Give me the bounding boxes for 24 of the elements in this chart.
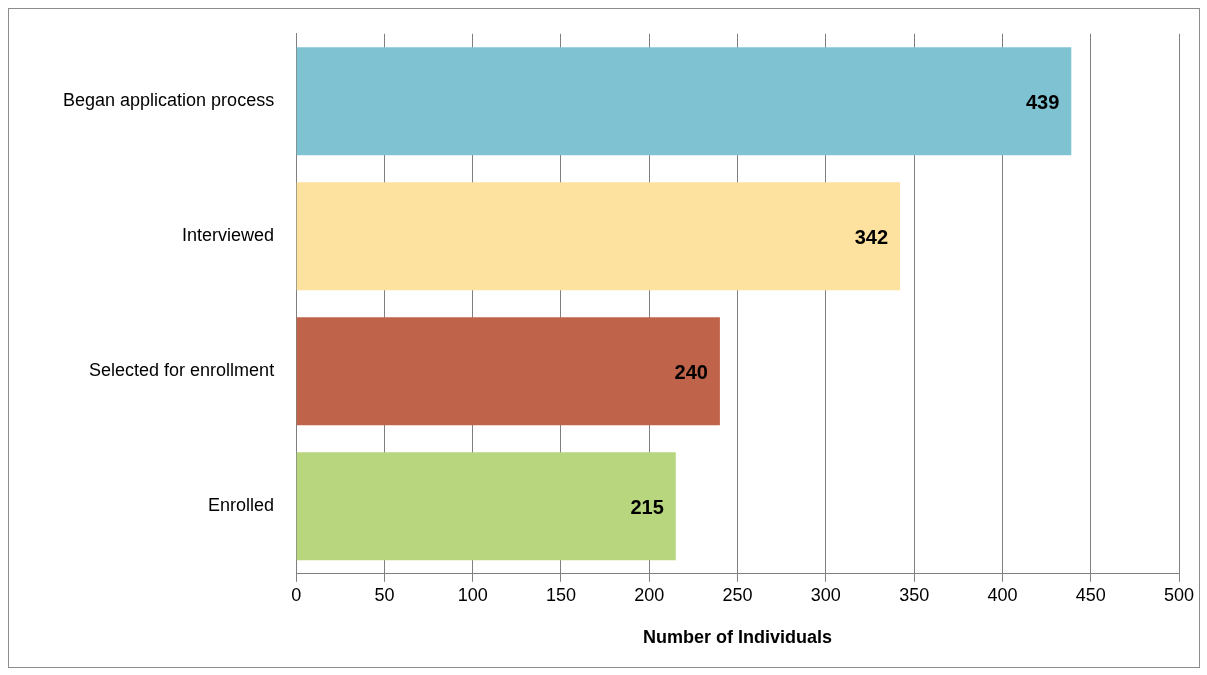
x-tick-label: 200	[634, 584, 665, 605]
y-tick-label: Interviewed	[182, 225, 275, 246]
bar	[296, 317, 720, 426]
x-tick-label: 50	[374, 584, 395, 605]
data-label: 215	[630, 495, 664, 518]
data-label: 439	[1025, 90, 1060, 113]
data-label: 342	[854, 225, 889, 248]
x-tick-label: 100	[457, 584, 488, 605]
x-tick-label: 0	[291, 584, 302, 605]
x-tick-label: 350	[899, 584, 930, 605]
x-tick-label: 500	[1163, 584, 1195, 605]
data-label: 240	[674, 360, 708, 383]
bar	[296, 452, 676, 561]
x-axis-title: Number of Individuals	[643, 627, 833, 648]
x-tick-label: 250	[722, 584, 753, 605]
y-tick-label: Selected for enrollment	[89, 360, 275, 381]
bar	[296, 182, 901, 291]
x-tick-label: 300	[810, 584, 841, 605]
y-tick-label: Began application process	[63, 90, 275, 111]
x-tick-label: 450	[1075, 584, 1106, 605]
x-tick-label: 400	[987, 584, 1018, 605]
bar	[296, 47, 1072, 156]
y-tick-label: Enrolled	[208, 495, 275, 516]
x-tick-label: 150	[545, 584, 577, 605]
